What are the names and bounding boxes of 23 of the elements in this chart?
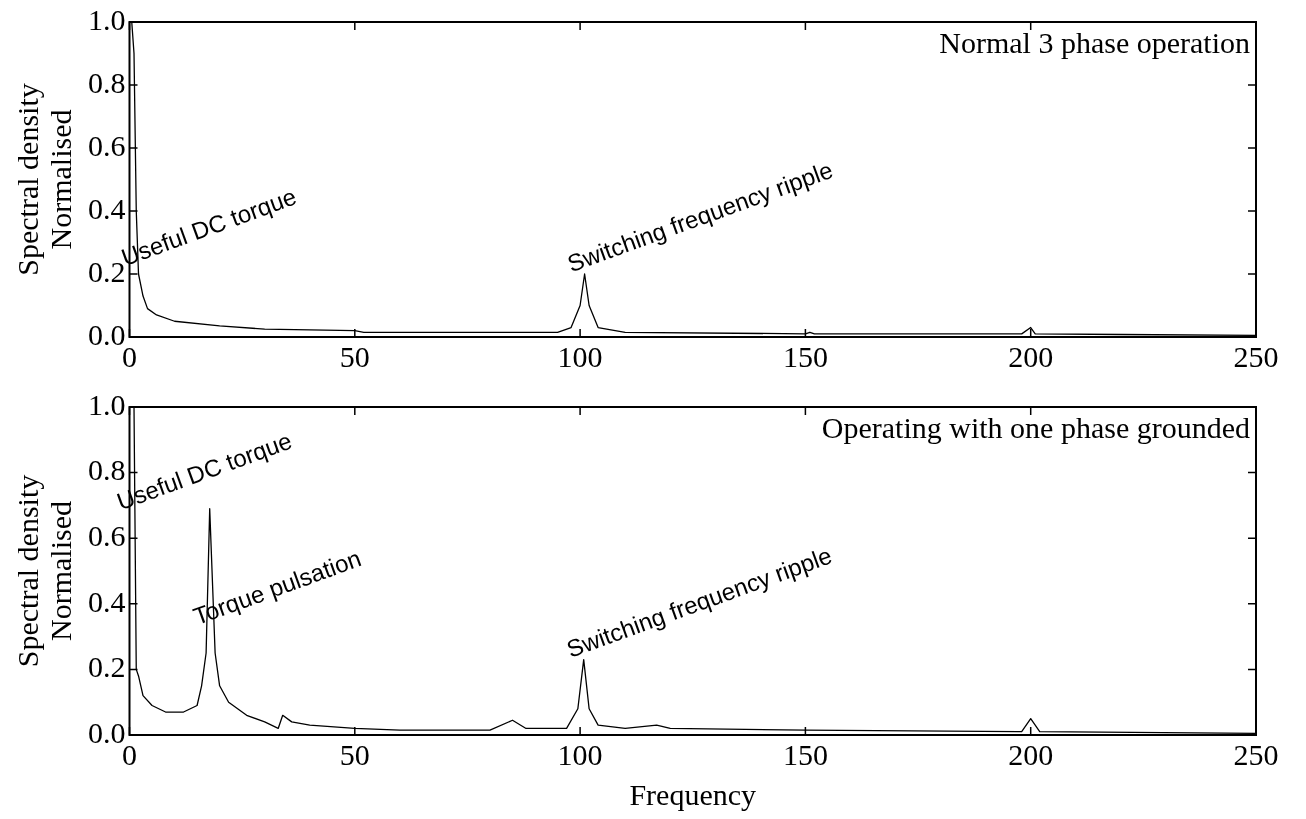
y-tick-label: 1.0 <box>88 387 126 421</box>
x-tick-label: 100 <box>557 737 603 771</box>
x-tick-label: 150 <box>782 737 828 771</box>
annotation: Operating with one phase grounded <box>821 410 1250 444</box>
y-tick-label: 0.8 <box>88 65 126 99</box>
y-tick-label: 0.6 <box>88 128 126 162</box>
y-tick-label: 0.4 <box>88 584 126 618</box>
x-tick-label: 50 <box>339 737 370 771</box>
x-tick-label: 50 <box>339 339 370 373</box>
annotation: Normal 3 phase operation <box>939 25 1250 59</box>
x-axis-title: Frequency <box>629 777 757 811</box>
y-tick-label: 1.0 <box>88 2 126 36</box>
y-axis-title: Spectral density Normalised <box>11 474 78 668</box>
x-tick-label: 150 <box>782 339 828 373</box>
x-tick-label: 200 <box>1008 737 1054 771</box>
x-tick-label: 250 <box>1233 339 1279 373</box>
x-tick-label: 250 <box>1233 737 1279 771</box>
y-tick-label: 0.4 <box>88 191 126 225</box>
y-tick-label: 0.6 <box>88 519 126 553</box>
y-tick-label: 0.2 <box>88 650 126 684</box>
y-axis-title: Spectral density Normalised <box>11 83 78 276</box>
x-tick-label: 100 <box>557 339 603 373</box>
x-tick-label: 200 <box>1008 339 1054 373</box>
